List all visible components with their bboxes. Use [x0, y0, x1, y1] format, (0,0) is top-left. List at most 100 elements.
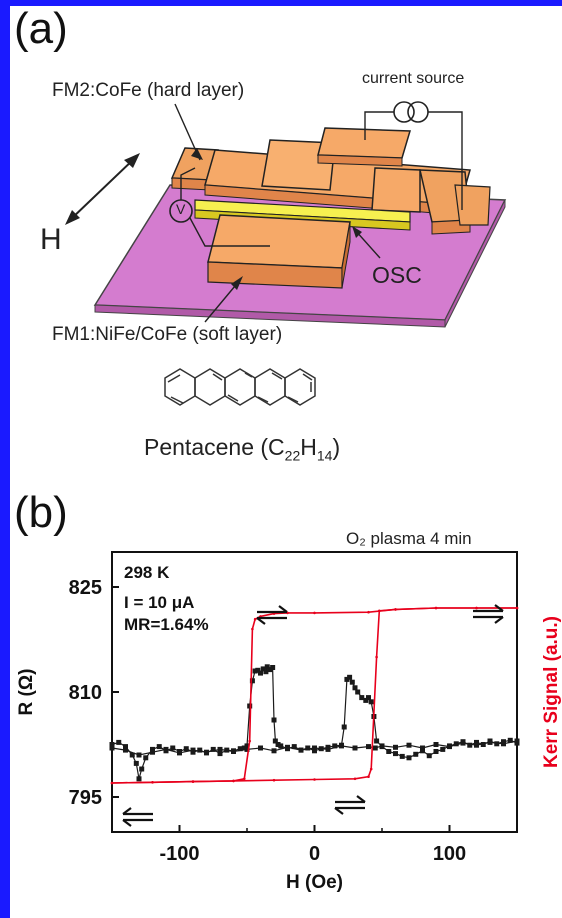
y-tick-label: 825 [69, 577, 102, 599]
panel-b-label: (b) [14, 488, 68, 537]
resistance-point [413, 751, 419, 757]
resistance-point [116, 739, 122, 745]
resistance-point [355, 689, 361, 695]
resistance-return-point [150, 749, 155, 755]
resistance-point [352, 685, 358, 691]
resistance-return-point [244, 746, 250, 752]
kerr-curve [111, 607, 517, 784]
resistance-point [197, 747, 203, 753]
resistance-point [341, 724, 347, 730]
resistance-point [241, 745, 247, 751]
resistance-point [406, 755, 412, 761]
kerr-return-curve [111, 607, 517, 784]
resistance-point [420, 748, 425, 754]
resistance-return-point [163, 746, 169, 752]
resistance-return-point [177, 750, 182, 756]
voltmeter-label: V [176, 201, 186, 217]
resistance-return-point [420, 745, 425, 751]
resistance-return-point [190, 747, 196, 753]
mr-chart: -100 0 100 795 810 825 298 K I = 10 μA MR=1.6… [16, 551, 562, 893]
molecule-formula: (C22H14) [260, 434, 341, 464]
y-tick-label: 810 [69, 682, 102, 704]
resistance-point [260, 666, 266, 672]
current-wire-left [364, 111, 394, 140]
y2-axis-label: Kerr Signal (a.u.) [541, 616, 562, 768]
resistance-return-point [379, 743, 385, 749]
kerr-point [313, 611, 316, 615]
resistance-point [393, 751, 398, 757]
y-axis-label: R (Ω) [16, 669, 37, 716]
resistance-return-point [460, 740, 466, 746]
field-arrow [69, 157, 136, 221]
resistance-return-point [447, 744, 452, 750]
resistance-point [332, 743, 338, 749]
resistance-return-point [136, 752, 142, 758]
kerr-return-point [375, 655, 378, 659]
resistance-point [244, 743, 250, 749]
resistance-point [467, 742, 473, 748]
resistance-point [275, 742, 281, 747]
kerr-return-point [353, 777, 357, 781]
resistance-point [247, 703, 253, 709]
resistance-return-point [393, 744, 398, 750]
kerr-point [243, 777, 246, 781]
resistance-point [258, 670, 263, 676]
kerr-return-point [515, 606, 519, 610]
kerr-return-point [232, 779, 235, 783]
resistance-return-point [487, 739, 493, 745]
substrate-side [444, 199, 506, 328]
arrow-pair-icon [256, 605, 288, 625]
kerr-point [251, 627, 254, 631]
kerr-point [253, 617, 257, 621]
fm1-electrode [207, 214, 351, 269]
x-tick-label: 100 [433, 843, 466, 865]
fm2-top-pad [317, 127, 411, 159]
resistance-point [150, 746, 155, 752]
kerr-return-point [378, 609, 381, 613]
resistance-point [347, 674, 353, 680]
resistance-point [271, 717, 277, 723]
arrow-pair-icon [334, 795, 366, 815]
resistance-point [217, 751, 223, 757]
resistance-point [374, 738, 380, 744]
resistance-point [210, 746, 216, 752]
resistance-point [399, 753, 405, 759]
resistance-point [109, 742, 115, 747]
resistance-point [349, 679, 355, 685]
resistance-point [344, 676, 350, 682]
kerr-return-point [151, 781, 154, 784]
resistance-return-point [298, 747, 304, 753]
kerr-return-point [369, 767, 373, 771]
x-tick-label: -100 [159, 843, 199, 865]
x-tick-label: 0 [309, 843, 320, 865]
resistance-point [252, 668, 258, 674]
resistance-point [507, 737, 513, 743]
resistance-point [264, 664, 270, 670]
resistance-point [494, 741, 500, 747]
x-axis-label: H (Oe) [286, 872, 343, 893]
kerr-return-point [394, 608, 397, 611]
resistance-return-point [285, 744, 290, 750]
current-source-label: current source [362, 70, 465, 87]
resistance-return-point [474, 742, 479, 748]
resistance-point [291, 744, 297, 750]
resistance-point [237, 746, 243, 752]
fm2-label: FM2:CoFe (hard layer) [52, 80, 245, 101]
resistance-return-point [372, 745, 378, 751]
resistance-point [183, 746, 189, 752]
resistance-point [278, 743, 284, 749]
figure-border-left [0, 0, 10, 918]
kerr-return-point [434, 606, 438, 610]
resistance-point [453, 741, 459, 747]
current-wire-right [428, 111, 463, 210]
resistance-point [368, 699, 374, 705]
arrow-pair-icon [122, 807, 153, 827]
kerr-return-point [475, 606, 478, 610]
resistance-point [359, 695, 365, 701]
kerr-return-point [272, 778, 276, 782]
resistance-point [249, 678, 255, 684]
osc-label: OSC [372, 262, 422, 288]
resistance-return-point [325, 746, 331, 752]
resistance-curve [111, 665, 518, 779]
kerr-return-point [313, 778, 316, 781]
